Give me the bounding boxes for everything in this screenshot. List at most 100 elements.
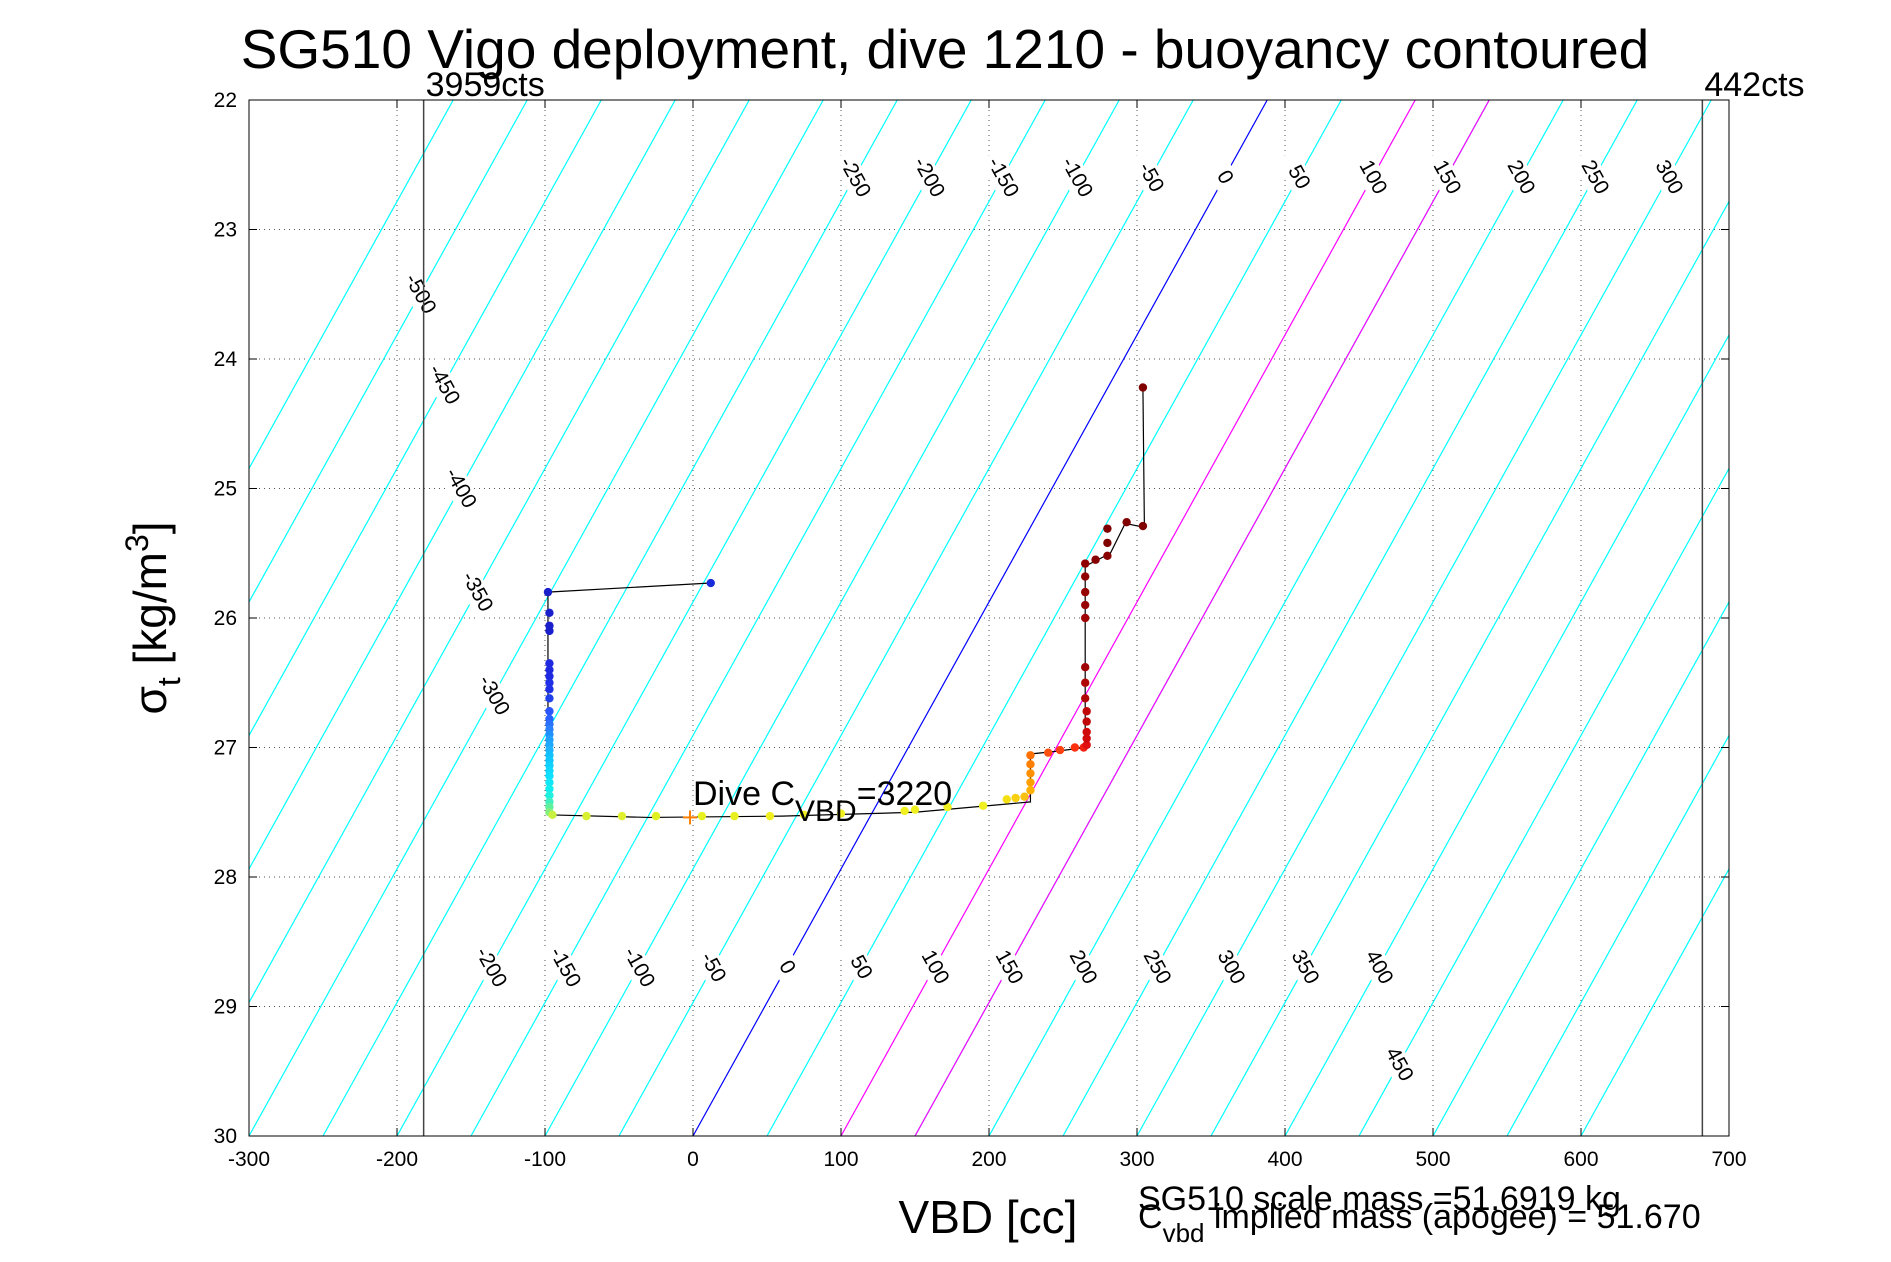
footer-implied-mass-text: implied mass (apogee) = 51.670 [1204,1198,1700,1236]
sample-point [836,809,846,818]
sample-point [545,659,554,668]
sample-point [1026,760,1035,769]
sample-point [1026,778,1035,787]
contour-line [249,100,528,604]
sample-point [545,672,554,681]
sample-point [730,811,739,821]
contour-line [322,100,898,1136]
sample-point [1082,734,1091,743]
sample-point [799,810,809,820]
contour-label-background [689,939,736,997]
chart-title: SG510 Vigo deployment, dive 1210 - buoya… [241,18,1650,80]
sample-point [1020,792,1029,801]
contour-label-background [1207,939,1254,997]
sample-point [1082,740,1091,750]
contour-label-background [763,939,810,997]
dive-cvbd-annotation: Dive CVBD=3220 [693,775,952,828]
sample-point [1081,572,1090,581]
y-axis-label: σt [kg/m3] [119,521,187,714]
contour-line [249,100,602,737]
sample-point [1081,613,1090,623]
contour-label-background [541,939,588,997]
sample-point [1091,555,1100,564]
contour-line [249,100,676,871]
contour-line [1358,467,1729,1136]
sample-point [545,771,554,781]
sample-point [545,685,554,694]
sample-point [1081,663,1090,672]
sample-point [1081,587,1090,597]
contour-label-background [837,939,884,997]
sample-point [548,810,557,820]
contour-label-background [911,939,958,997]
sample-point [1082,717,1091,726]
y-tick-label: 25 [214,478,237,501]
dive-annotation-value: =3220 [857,775,953,813]
vbd-limit-lines: 3959cts 442cts [422,66,1805,1136]
sample-point [943,802,952,812]
contour-label-background [1375,1036,1422,1094]
y-axis-label-close: ] [124,521,176,534]
sample-point [706,578,715,588]
contour-label-background [1423,149,1470,207]
sample-point [617,811,627,821]
contour-line [249,100,454,470]
x-tick-label: -200 [376,1148,418,1171]
x-tick-label: 500 [1415,1148,1450,1171]
contour-label-background [1201,149,1248,207]
y-axis-label-superscript: 3 [119,534,155,552]
vbd-limit-label: 442cts [1704,66,1804,104]
sample-point [1026,751,1035,760]
contour-label-background [420,356,467,414]
sample-point [545,678,554,687]
footer-implied-mass-prefix: C [1138,1198,1163,1236]
x-tick-label: 600 [1563,1148,1598,1171]
y-tick-label: 23 [214,219,237,242]
contour-label-background [831,149,878,207]
footer-implied-mass-subscript: vbd [1163,1218,1205,1248]
sample-point [651,811,661,821]
contour-label-background [979,149,1026,207]
sample-point [545,778,554,787]
sample-point [582,811,591,821]
sample-point [900,806,909,816]
sample-point [1081,678,1090,687]
sample-point [1081,694,1090,703]
sample-point [1026,769,1035,778]
y-tick-label: 24 [214,348,238,371]
dive-samples [543,383,1148,825]
contour-label-background [1281,939,1328,997]
sample-point [545,707,554,716]
contour-label-background [1053,149,1100,207]
contour-line [1506,734,1729,1136]
contour-label-background [436,459,484,518]
contour-label-background [1349,149,1396,207]
sample-point [543,587,553,597]
sample-point [1044,748,1053,757]
sample-point [1002,795,1011,804]
sample-point [1081,600,1090,610]
sample-point [1103,538,1112,548]
footer-implied-mass: Cvbd implied mass (apogee) = 51.670 [1138,1198,1701,1248]
sample-point [1055,745,1065,755]
sample-point [1082,727,1091,737]
x-tick-label: 700 [1711,1148,1746,1171]
contour-label-background [1645,149,1692,207]
contour-label-background [1127,149,1174,207]
contour-label-background [1355,939,1402,997]
x-tick-label: 400 [1267,1148,1302,1171]
y-tick-label: 28 [214,866,237,889]
contour-label-background [905,149,952,207]
x-axis-label: VBD [cc] [899,1191,1078,1243]
x-tick-label: -100 [524,1148,566,1171]
x-tick-label: 300 [1119,1148,1154,1171]
y-tick-label: 26 [214,607,237,630]
x-tick-label: 200 [971,1148,1006,1171]
sample-point [1138,521,1148,531]
contour-line [1580,867,1729,1136]
sample-point [1026,786,1035,795]
vbd-limit-label: 3959cts [426,66,545,104]
sample-point [545,665,554,674]
grid-lines [249,100,1729,1136]
